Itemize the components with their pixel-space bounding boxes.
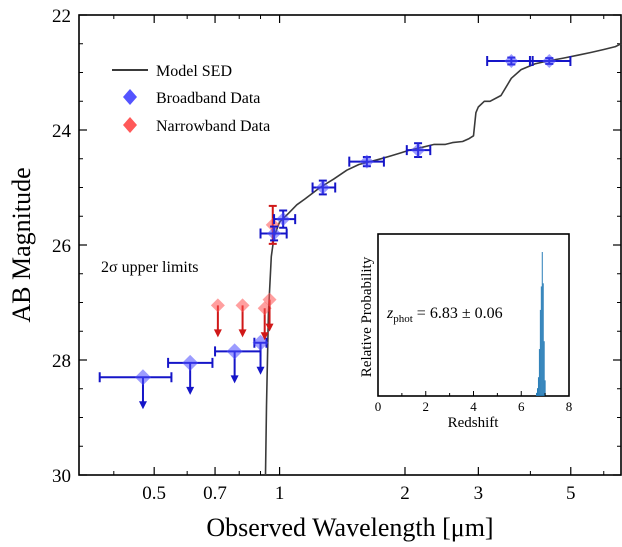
inset-histogram-bar: [540, 286, 542, 396]
y-axis-label: AB Magnitude: [7, 167, 36, 322]
x-ticks: 0.5 0.7 1 2 3 5: [113, 15, 605, 504]
inset-histogram-bar: [536, 392, 538, 396]
narrowband-limit-arrowhead: [213, 329, 222, 338]
narrowband-point: [265, 217, 280, 232]
inset-redshift-pdf: 0 2 4 6 8 Redshift Relative Probability zpho…: [359, 233, 573, 431]
inset-histogram-bar: [537, 388, 538, 396]
y-tick-label: 30: [52, 466, 71, 487]
broadband-limit-arrowhead: [256, 366, 265, 375]
inset-x-tick-label: 0: [375, 399, 382, 414]
y-tick-label: 26: [52, 236, 71, 257]
x-axis-label: Observed Wavelength [μm]: [206, 513, 493, 542]
x-tick-label: 0.5: [142, 483, 166, 504]
broadband-limit-point: [182, 354, 199, 371]
legend-narrowband-marker: [123, 117, 137, 133]
x-tick-label: 5: [566, 483, 576, 504]
data-points-layer: [98, 54, 572, 410]
inset-histogram-bar: [539, 309, 541, 396]
y-tick-label: 24: [52, 121, 72, 142]
model-sed-line: [264, 43, 622, 476]
inset-x-tick-label: 8: [566, 399, 573, 414]
broadband-point: [504, 54, 519, 68]
narrowband-limit-arrowhead: [265, 323, 274, 332]
inset-x-axis-label: Redshift: [448, 415, 500, 431]
legend-narrowband-label: Narrowband Data: [156, 118, 270, 135]
broadband-point: [276, 212, 291, 227]
inset-histogram-bar: [537, 377, 539, 396]
inset-x-tick-label: 6: [518, 399, 525, 414]
legend: Model SED Broadband Data Narrowband Data: [112, 63, 270, 135]
broadband-limit-arrowhead: [186, 386, 195, 395]
upper-limits-annotation: 2σ upper limits: [101, 259, 199, 276]
legend-model-label: Model SED: [156, 63, 232, 80]
inset-histogram-bar: [541, 252, 543, 396]
inset-x-ticks: 0 2 4 6 8: [375, 391, 573, 414]
broadband-point: [411, 143, 426, 158]
broadband-limit-arrowhead: [138, 401, 147, 410]
narrowband-limit-point: [210, 298, 225, 313]
y-tick-label: 28: [52, 351, 71, 372]
inset-zphot-annotation: zphot = 6.83 ± 0.06: [386, 305, 503, 325]
broadband-limit-point: [226, 343, 243, 360]
inset-x-tick-label: 2: [423, 399, 430, 414]
narrowband-limit-point: [235, 298, 250, 313]
y-tick-label: 22: [52, 6, 71, 27]
inset-y-axis-label: Relative Probability: [359, 256, 375, 377]
x-tick-label: 2: [400, 483, 410, 504]
broadband-point: [359, 154, 374, 169]
inset-x-tick-label: 4: [470, 399, 477, 414]
narrowband-limit-point: [262, 292, 277, 307]
legend-broadband-marker: [123, 89, 137, 105]
legend-broadband-label: Broadband Data: [156, 90, 260, 107]
broadband-point: [542, 54, 557, 68]
inset-histogram-bar: [542, 283, 544, 396]
broadband-limit-point: [134, 369, 151, 386]
inset-histogram-bar: [544, 380, 546, 396]
x-tick-label: 3: [474, 483, 484, 504]
x-tick-label: 1: [275, 483, 285, 504]
narrowband-limit-arrowhead: [260, 332, 269, 341]
x-tick-label: 0.7: [203, 483, 227, 504]
broadband-limit-arrowhead: [230, 375, 239, 384]
model-sed-layer: [264, 43, 622, 476]
broadband-point: [315, 180, 330, 195]
inset-histogram-bar: [543, 341, 545, 396]
broadband-point: [267, 226, 282, 241]
narrowband-limit-arrowhead: [238, 329, 247, 338]
inset-histogram-bar: [538, 349, 540, 396]
inset-histogram: [536, 252, 546, 396]
